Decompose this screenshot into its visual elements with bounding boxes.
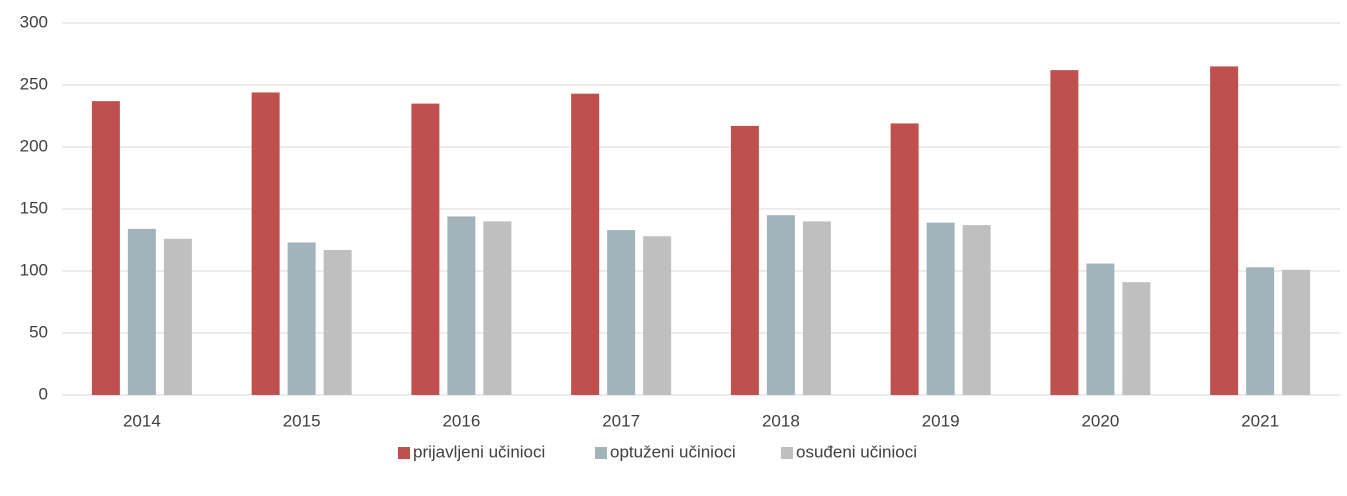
- y-tick-label: 300: [20, 12, 48, 31]
- legend-swatch: [398, 447, 410, 459]
- bar: [802, 221, 831, 395]
- bar: [447, 216, 476, 395]
- x-tick-label: 2019: [922, 411, 960, 430]
- legend-label: optuženi učinioci: [610, 442, 736, 461]
- bar: [643, 236, 672, 395]
- bar: [91, 101, 120, 396]
- bar: [730, 125, 759, 396]
- y-tick-label: 50: [29, 322, 48, 341]
- legend-label: osuđeni učinioci: [796, 442, 917, 461]
- bar: [1122, 282, 1151, 395]
- y-tick-label: 100: [20, 260, 48, 279]
- x-tick-label: 2015: [283, 411, 321, 430]
- legend-swatch: [595, 447, 607, 459]
- bar: [163, 238, 192, 395]
- bar: [1246, 267, 1275, 395]
- y-tick-label: 0: [39, 384, 48, 403]
- bar: [127, 228, 156, 395]
- bar: [411, 103, 440, 395]
- y-tick-label: 150: [20, 198, 48, 217]
- bar: [1210, 66, 1239, 396]
- bar: [483, 221, 512, 395]
- bar: [890, 123, 919, 395]
- legend-label: prijavljeni učinioci: [413, 442, 545, 461]
- x-tick-label: 2018: [762, 411, 800, 430]
- legend-swatch: [781, 447, 793, 459]
- bar: [571, 93, 600, 396]
- x-tick-label: 2021: [1241, 411, 1279, 430]
- bar: [1282, 269, 1311, 395]
- bar: [1086, 263, 1115, 395]
- bar: [1050, 70, 1079, 396]
- bar: [962, 225, 991, 395]
- bar: [287, 242, 316, 395]
- bar: [323, 249, 352, 395]
- x-tick-label: 2016: [442, 411, 480, 430]
- bar: [251, 92, 280, 395]
- x-tick-label: 2020: [1081, 411, 1119, 430]
- y-tick-label: 200: [20, 136, 48, 155]
- bar: [926, 222, 955, 395]
- y-tick-label: 250: [20, 74, 48, 93]
- x-tick-label: 2014: [123, 411, 161, 430]
- bar: [607, 230, 636, 395]
- bar: [766, 215, 795, 395]
- x-tick-label: 2017: [602, 411, 640, 430]
